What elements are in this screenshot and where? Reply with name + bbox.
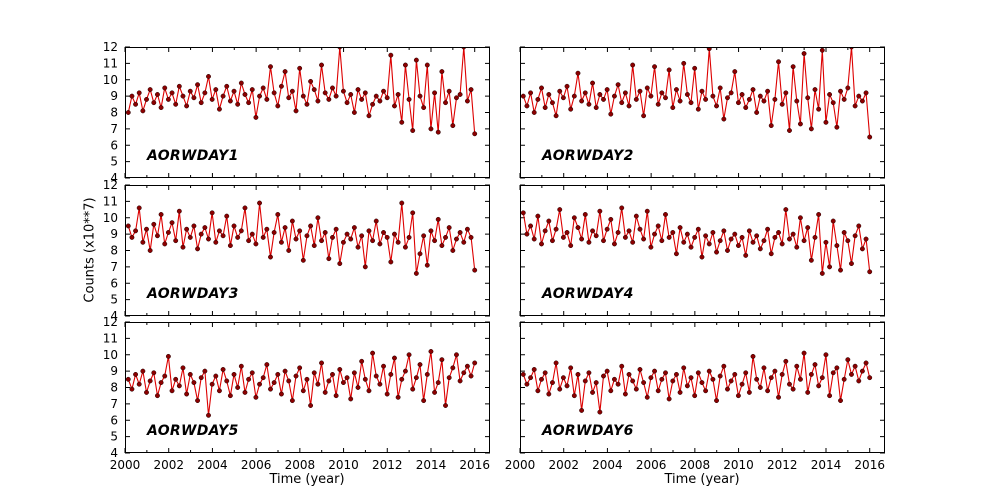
svg-text:5: 5 — [110, 293, 118, 307]
svg-text:4: 4 — [110, 309, 118, 323]
svg-text:9: 9 — [110, 364, 118, 378]
svg-text:10: 10 — [103, 211, 118, 225]
svg-text:2012: 2012 — [767, 458, 798, 472]
panel-aorwday6: 2000 2002 2004 2006 2008 2010 2012 2014 2016 AOR… — [505, 321, 885, 472]
svg-text:9: 9 — [110, 227, 118, 241]
panel-aorwday2: AORWDAY2 — [519, 46, 885, 179]
svg-text:2004: 2004 — [592, 458, 623, 472]
plot-svg-aorwday1: 4 5 6 7 8 9 10 11 12 — [103, 40, 490, 185]
panel-aorwday3: 4 5 6 7 8 9 10 11 12 AORWDAY3 — [103, 178, 490, 323]
svg-text:2000: 2000 — [505, 458, 536, 472]
svg-text:10: 10 — [103, 348, 118, 362]
svg-text:2014: 2014 — [811, 458, 842, 472]
svg-text:6: 6 — [110, 276, 118, 290]
svg-text:8: 8 — [110, 381, 118, 395]
x-axis-label-left: Time (year) — [269, 472, 345, 487]
svg-text:11: 11 — [103, 194, 118, 208]
svg-text:2008: 2008 — [285, 458, 316, 472]
svg-text:6: 6 — [110, 413, 118, 427]
svg-text:2006: 2006 — [636, 458, 667, 472]
svg-text:7: 7 — [110, 397, 118, 411]
svg-text:4: 4 — [110, 446, 118, 460]
svg-text:11: 11 — [103, 56, 118, 70]
plot-svg-aorwday5: 2000 2002 2004 2006 2008 2010 2012 2014 2016 4 5 6 7… — [103, 315, 490, 472]
svg-text:2016: 2016 — [459, 458, 490, 472]
panel-label: AORWDAY5 — [147, 423, 239, 439]
plot-svg-aorwday4 — [519, 184, 885, 317]
svg-text:2000: 2000 — [110, 458, 141, 472]
svg-text:2010: 2010 — [723, 458, 754, 472]
svg-text:7: 7 — [110, 122, 118, 136]
svg-text:8: 8 — [110, 106, 118, 120]
svg-text:2016: 2016 — [854, 458, 885, 472]
plot-svg-aorwday2 — [519, 46, 885, 179]
y-axis-label: Counts (x10**7) — [82, 197, 98, 303]
svg-text:2002: 2002 — [548, 458, 579, 472]
svg-text:12: 12 — [103, 40, 118, 54]
svg-text:2008: 2008 — [680, 458, 711, 472]
svg-text:12: 12 — [103, 178, 118, 192]
plot-svg-aorwday3: 4 5 6 7 8 9 10 11 12 — [103, 178, 490, 323]
svg-text:12: 12 — [103, 315, 118, 329]
svg-text:2002: 2002 — [153, 458, 184, 472]
panel-label: AORWDAY2 — [542, 148, 634, 164]
svg-text:5: 5 — [110, 430, 118, 444]
plot-svg-aorwday6: 2000 2002 2004 2006 2008 2010 2012 2014 2016 — [505, 321, 885, 472]
panel-aorwday5: 2000 2002 2004 2006 2008 2010 2012 2014 2016 4 5 6 7… — [103, 315, 490, 472]
svg-text:5: 5 — [110, 155, 118, 169]
panel-label: AORWDAY3 — [147, 286, 239, 302]
panel-label: AORWDAY1 — [147, 148, 239, 164]
panel-aorwday4: AORWDAY4 — [519, 184, 885, 317]
svg-text:2014: 2014 — [416, 458, 447, 472]
svg-text:7: 7 — [110, 260, 118, 274]
svg-text:2004: 2004 — [197, 458, 228, 472]
svg-text:4: 4 — [110, 171, 118, 185]
svg-text:6: 6 — [110, 138, 118, 152]
svg-text:2006: 2006 — [241, 458, 272, 472]
svg-text:9: 9 — [110, 89, 118, 103]
svg-text:8: 8 — [110, 244, 118, 258]
panel-label: AORWDAY4 — [542, 286, 634, 302]
svg-text:11: 11 — [103, 331, 118, 345]
svg-text:10: 10 — [103, 73, 118, 87]
panel-label: AORWDAY6 — [542, 423, 634, 439]
panel-aorwday1: 4 5 6 7 8 9 10 11 12 AORWDAY1 — [103, 40, 490, 185]
x-axis-label-right: Time (year) — [664, 472, 740, 487]
svg-text:2010: 2010 — [328, 458, 359, 472]
svg-text:2012: 2012 — [372, 458, 403, 472]
